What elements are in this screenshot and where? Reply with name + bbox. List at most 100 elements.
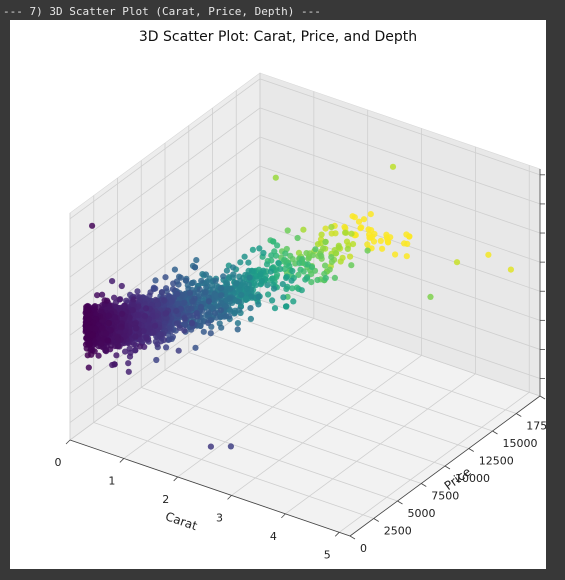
data-point — [267, 268, 274, 275]
data-point — [277, 265, 284, 273]
data-point — [314, 276, 321, 284]
data-point — [322, 238, 329, 246]
y-tick — [444, 465, 451, 470]
data-point — [265, 291, 272, 298]
grid-line-wall-z — [69, 165, 261, 307]
data-point — [217, 285, 224, 292]
data-point — [157, 331, 164, 338]
data-point — [218, 324, 225, 331]
data-point — [309, 252, 316, 259]
data-point — [335, 244, 342, 251]
y-tick-label: 15000 — [503, 437, 538, 450]
data-point — [351, 214, 358, 221]
data-point — [245, 259, 252, 266]
data-point — [222, 313, 229, 320]
x-tick-label: 4 — [270, 530, 277, 543]
y-tick — [349, 535, 356, 540]
data-point — [114, 337, 122, 344]
data-point — [364, 241, 371, 248]
data-point — [174, 290, 181, 298]
grid-line-floor-y — [259, 299, 541, 397]
data-point — [99, 325, 106, 332]
data-point — [303, 250, 310, 257]
data-point — [99, 291, 106, 298]
data-point — [126, 345, 133, 352]
x-tick-label: 1 — [108, 474, 115, 487]
data-point — [133, 325, 140, 332]
data-point — [192, 344, 199, 351]
data-point — [247, 305, 254, 312]
data-point — [177, 274, 184, 281]
y-tick-label: 2500 — [384, 525, 412, 538]
figure-canvas: 3D Scatter Plot: Carat, Price, and Depth… — [10, 20, 546, 569]
x-axis-label: Carat — [164, 509, 200, 533]
data-point — [169, 333, 176, 340]
data-point — [197, 303, 205, 311]
data-point — [123, 297, 130, 304]
data-point — [258, 278, 265, 285]
x-tick-label: 3 — [216, 511, 223, 524]
data-point — [161, 297, 168, 304]
x-tick — [281, 513, 286, 519]
data-point — [236, 306, 243, 314]
console-output-header: --- 7) 3D Scatter Plot (Carat, Price, De… — [3, 5, 321, 18]
data-point — [453, 259, 461, 266]
data-point — [111, 361, 118, 368]
data-point — [202, 271, 209, 278]
data-point — [146, 292, 153, 299]
data-point — [328, 254, 335, 261]
data-point — [377, 237, 384, 244]
data-point — [107, 327, 114, 334]
data-point — [158, 289, 165, 296]
data-point — [218, 292, 225, 299]
data-point — [207, 443, 214, 450]
data-point — [152, 285, 159, 292]
data-point — [125, 368, 132, 375]
data-point — [104, 337, 111, 344]
data-point — [85, 307, 92, 314]
data-point — [94, 292, 101, 299]
data-point — [308, 279, 315, 286]
data-point — [332, 230, 339, 237]
data-point — [237, 259, 244, 266]
data-point — [103, 297, 111, 304]
data-point — [247, 315, 254, 322]
chart-title: 3D Scatter Plot: Carat, Price, and Depth — [139, 29, 417, 45]
grid-line-wall-z — [69, 78, 261, 220]
data-point — [283, 285, 290, 292]
grid-line-back-z — [259, 78, 541, 176]
data-point — [188, 320, 195, 327]
data-point — [322, 225, 329, 232]
data-point — [118, 310, 126, 317]
data-point — [290, 298, 297, 305]
data-point — [198, 277, 205, 284]
data-point — [284, 227, 291, 234]
data-point — [248, 293, 255, 300]
data-point — [174, 301, 181, 308]
data-point — [253, 281, 260, 289]
data-point — [181, 299, 188, 306]
grid-line-floor-y — [141, 387, 422, 484]
data-point — [146, 325, 153, 332]
data-point — [130, 301, 137, 309]
y-tick — [373, 518, 379, 522]
grid-line-back-z — [259, 282, 541, 379]
data-point — [88, 351, 95, 358]
x-axis-line — [69, 439, 351, 537]
data-point — [246, 274, 253, 281]
data-point — [297, 266, 304, 273]
data-point — [200, 328, 207, 335]
data-point — [107, 346, 114, 353]
data-point — [274, 271, 281, 278]
data-point — [234, 320, 241, 327]
data-point — [105, 320, 112, 327]
data-point — [191, 264, 199, 271]
data-point — [312, 246, 319, 253]
data-point — [318, 231, 325, 238]
data-point — [389, 163, 397, 170]
data-point — [337, 258, 344, 265]
data-point — [118, 282, 125, 290]
data-point — [193, 257, 200, 264]
data-point — [289, 285, 296, 292]
data-point — [328, 223, 335, 231]
